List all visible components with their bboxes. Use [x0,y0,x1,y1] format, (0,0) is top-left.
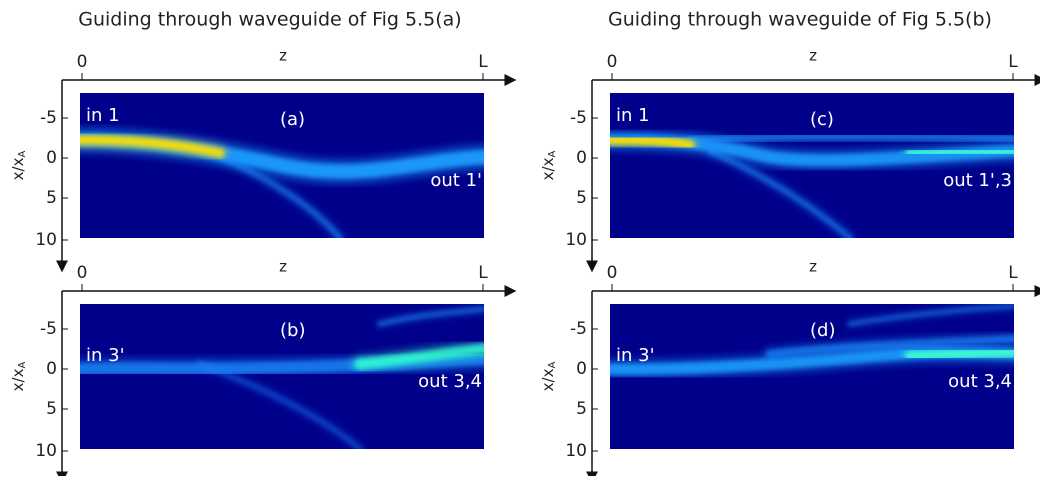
panel: (a) in 1 out 1' 0 Lz -5 0 5 10 x/xA [9,47,515,271]
beam [690,137,1014,140]
y-tick-label: 0 [576,148,587,168]
y-tick-label: 10 [565,230,587,250]
y-tick-label: -5 [570,108,587,128]
column-title: Guiding through waveguide of Fig 5.5(b) [608,9,992,31]
input-label: in 1 [86,105,120,126]
y-axis-label: x/xA [9,362,29,392]
y-label-main: x/x [539,368,557,391]
panel: (c) in 1 out 1',3 0 Lz -5 0 5 10 x/xA [539,47,1040,271]
x-axis-label: z [279,47,287,65]
y-tick-label: -5 [40,319,57,339]
y-tick-label: 10 [565,441,587,461]
column-title: Guiding through waveguide of Fig 5.5(a) [78,9,461,31]
x-tick-label: L [478,52,488,72]
y-tick-label: -5 [40,108,57,128]
y-label-main: x/x [539,157,557,180]
y-tick-label: 10 [35,230,57,250]
output-label: out 1',3 [943,170,1012,191]
beam [910,352,1014,356]
y-axis-label: x/xA [539,362,559,392]
y-tick-label: 5 [576,399,587,419]
x-tick-label: 0 [607,52,618,72]
y-tick-label: 0 [576,359,587,379]
x-tick-label: 0 [77,263,88,283]
panel-label: (d) [810,320,835,341]
y-label-sub: A [547,362,558,369]
x-axis-label: z [809,47,817,65]
y-tick-label: 5 [46,399,57,419]
input-label: in 3' [616,345,655,366]
panel-label: (b) [280,320,305,341]
beam [910,151,1014,153]
x-tick-label: 0 [77,52,88,72]
y-label-main: x/x [9,368,27,391]
y-tick-label: -5 [570,319,587,339]
panel-label: (a) [280,109,305,130]
y-tick-label: 5 [576,188,587,208]
panel: (d) in 3' out 3,4 0 Lz -5 0 5 10 x/xA [539,258,1040,477]
y-axis-label: x/xA [539,151,559,181]
y-tick-label: 0 [46,148,57,168]
y-label-sub: A [17,151,28,158]
y-label-sub: A [17,362,28,369]
x-tick-label: L [1008,52,1018,72]
output-label: out 3,4 [418,371,482,392]
panel: (b) in 3' out 3,4 0 Lz -5 0 5 10 x/xA [9,258,515,477]
input-label: in 3' [86,345,125,366]
x-tick-label: L [1008,263,1018,283]
output-label: out 3,4 [948,371,1012,392]
x-tick-label: 0 [607,263,618,283]
y-tick-label: 0 [46,359,57,379]
x-tick-label: L [478,263,488,283]
x-axis-label: z [809,258,817,276]
panel-label: (c) [810,109,834,130]
y-label-main: x/x [9,157,27,180]
y-tick-label: 5 [46,188,57,208]
x-axis-label: z [279,258,287,276]
y-tick-label: 10 [35,441,57,461]
y-axis-label: x/xA [9,151,29,181]
y-label-sub: A [547,151,558,158]
output-label: out 1' [430,170,482,191]
input-label: in 1 [616,105,650,126]
